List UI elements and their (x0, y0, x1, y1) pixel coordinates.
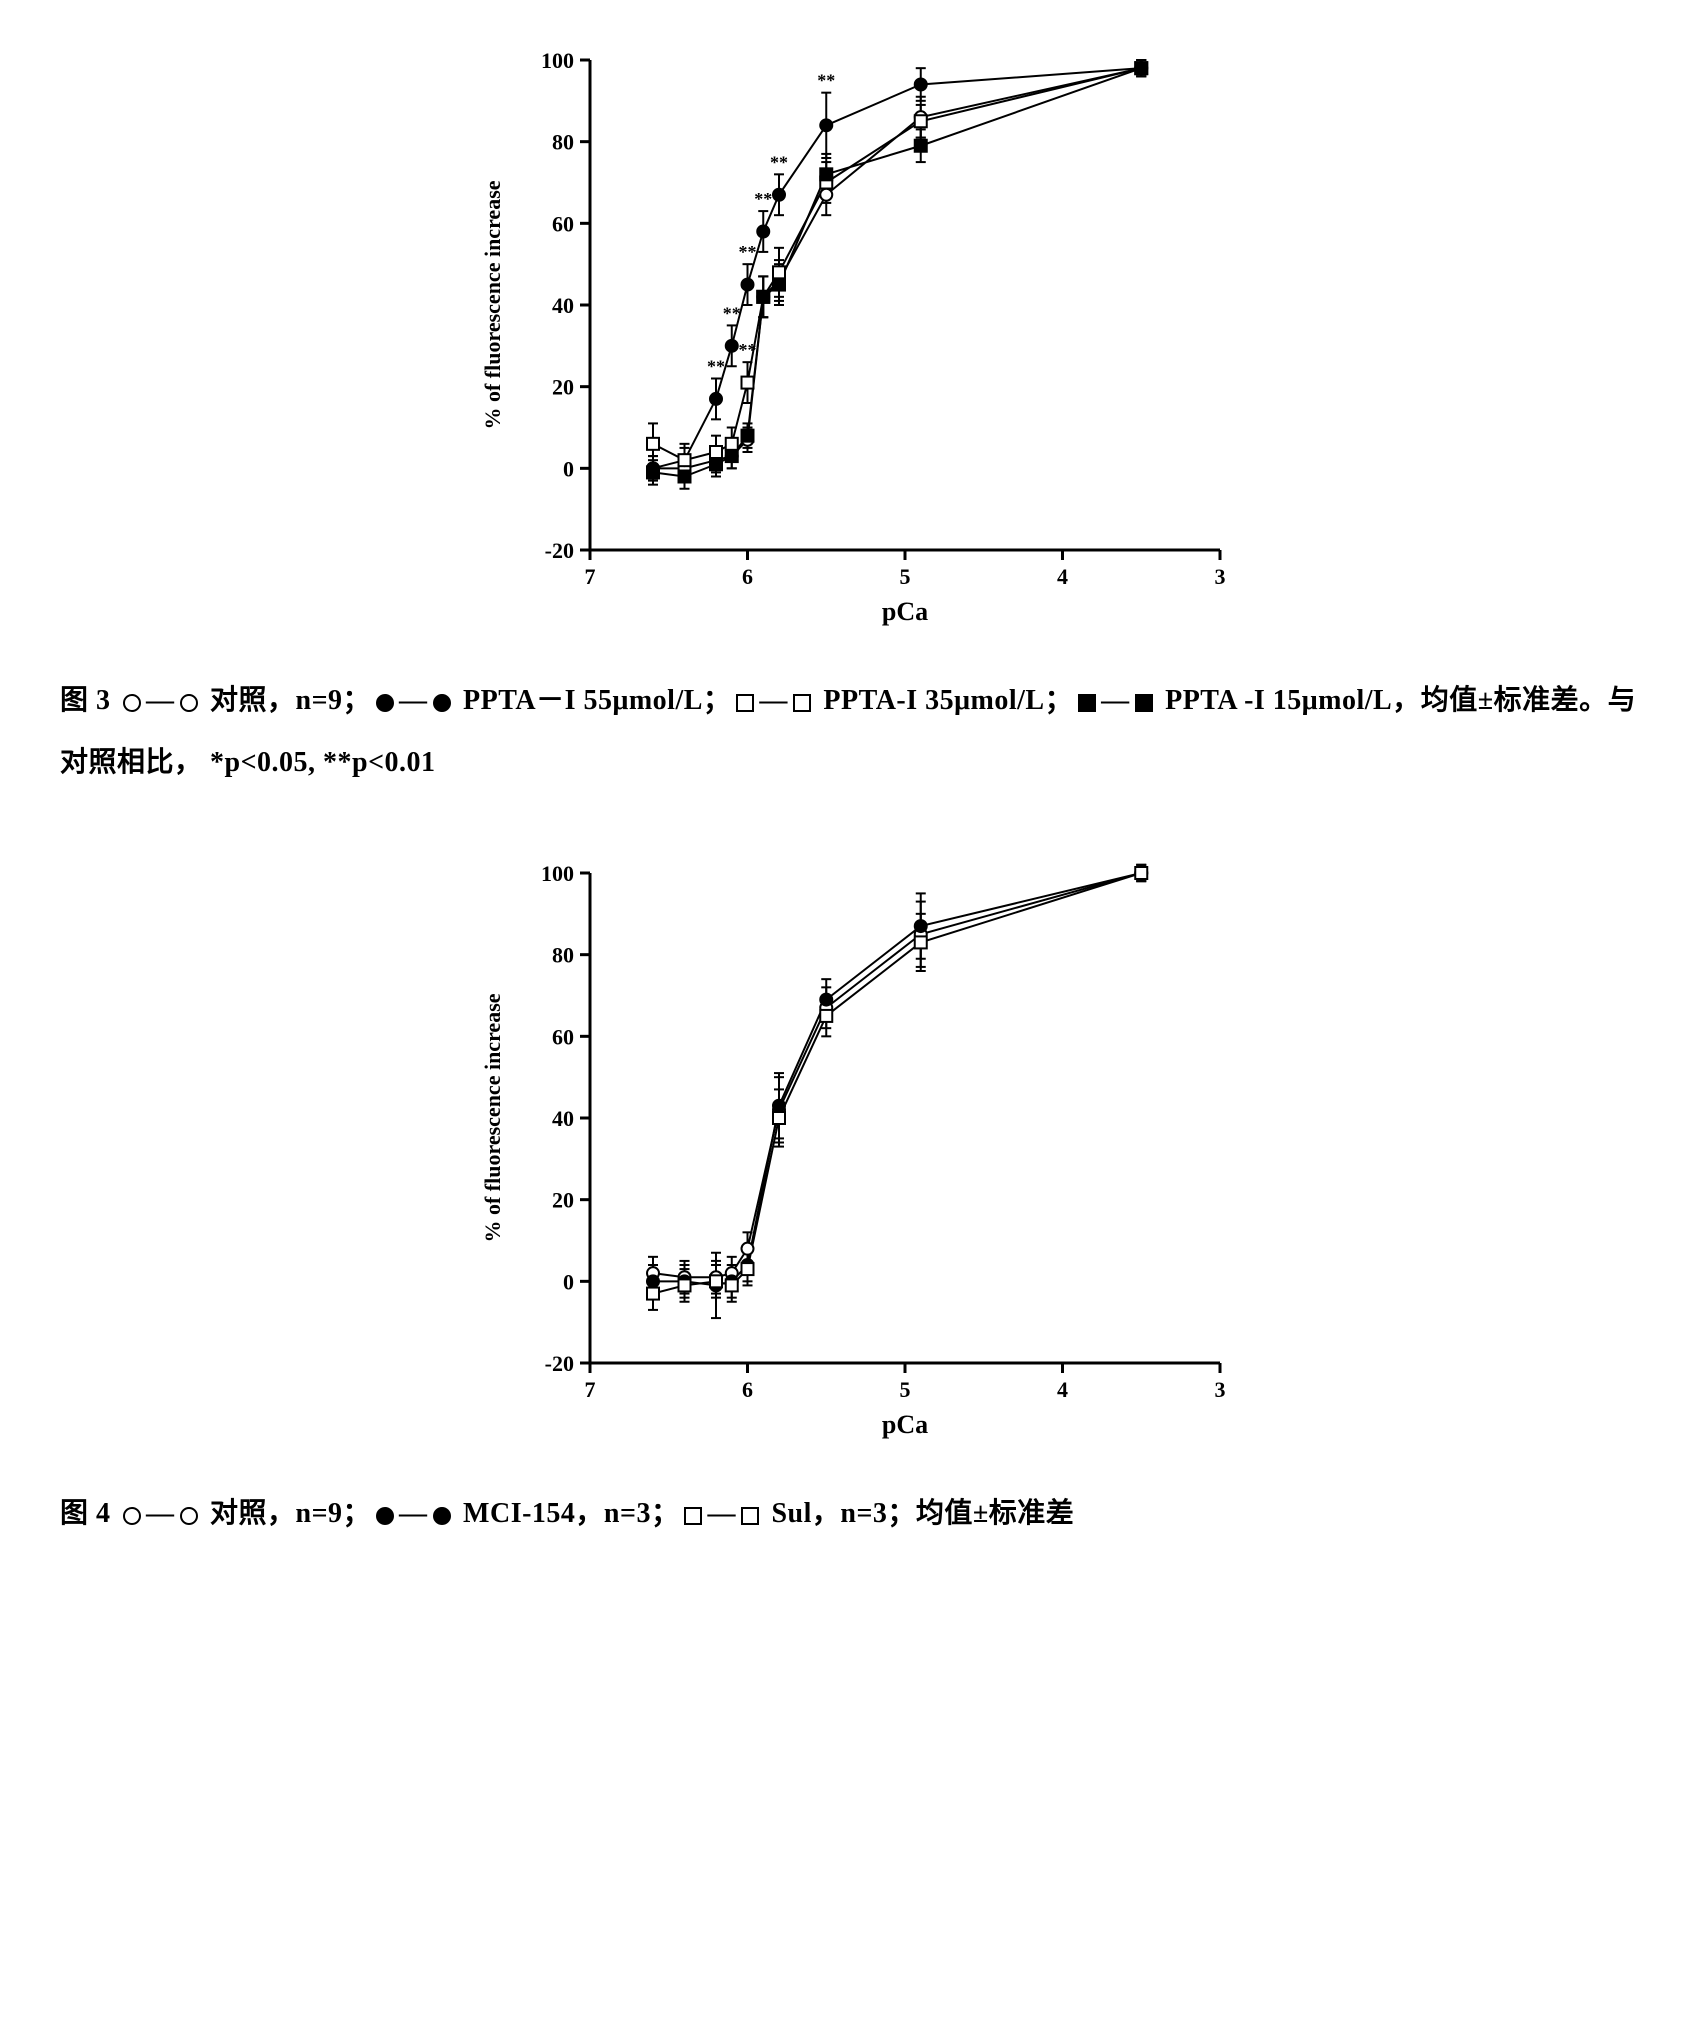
svg-text:40: 40 (552, 1106, 574, 1131)
legend-text: PPTA-I 35μmol/L； (816, 685, 1073, 716)
figure-4-block: -20 0 20 40 60 80 100 7 6 5 4 3 % of fluorescence in… (60, 853, 1639, 1545)
chart-1-svg: -20 0 20 40 60 80 100 7 6 5 4 3 % of fluorescence in… (460, 40, 1240, 640)
svg-text:3: 3 (1214, 564, 1225, 589)
chart-2-container: -20 0 20 40 60 80 100 7 6 5 4 3 % of fluorescence in… (460, 853, 1240, 1453)
svg-text:0: 0 (563, 456, 574, 481)
svg-text:7: 7 (584, 564, 595, 589)
svg-text:**: ** (738, 340, 756, 360)
svg-text:pCa: pCa (881, 1410, 927, 1439)
legend-text: 对照，n=9； (203, 685, 372, 716)
svg-text:pCa: pCa (881, 597, 927, 626)
svg-text:4: 4 (1057, 564, 1068, 589)
svg-text:3: 3 (1214, 1377, 1225, 1402)
figure-4-caption: 图 4 — 对照，n=9；— MCI-154，n=3；— Sul，n=3；均值±… (60, 1483, 1639, 1545)
svg-text:60: 60 (552, 211, 574, 236)
legend-text: 对照，n=9； (203, 1498, 372, 1529)
svg-text:60: 60 (552, 1025, 574, 1050)
svg-text:% of fluorescence increase: % of fluorescence increase (480, 993, 505, 1242)
svg-text:**: ** (707, 357, 725, 377)
svg-text:6: 6 (742, 564, 753, 589)
caption-prefix: 图 3 (60, 685, 118, 716)
caption-prefix: 图 4 (60, 1498, 118, 1529)
svg-text:20: 20 (552, 1188, 574, 1213)
svg-text:**: ** (817, 71, 835, 91)
legend-text: PPTA－I 55μmol/L； (456, 685, 732, 716)
caption-suffix: 均值±标准差 (916, 1498, 1074, 1529)
svg-text:5: 5 (899, 1377, 910, 1402)
legend-text: Sul，n=3； (764, 1498, 916, 1529)
svg-text:-20: -20 (544, 1351, 573, 1376)
chart-2-svg: -20 0 20 40 60 80 100 7 6 5 4 3 % of fluorescence in… (460, 853, 1240, 1453)
svg-text:5: 5 (899, 564, 910, 589)
chart-1-container: -20 0 20 40 60 80 100 7 6 5 4 3 % of fluorescence in… (460, 40, 1240, 640)
svg-text:100: 100 (541, 861, 574, 886)
svg-text:**: ** (738, 242, 756, 262)
svg-text:4: 4 (1057, 1377, 1068, 1402)
svg-text:% of fluorescence increase: % of fluorescence increase (480, 180, 505, 429)
svg-text:**: ** (770, 152, 788, 172)
legend-text: MCI-154，n=3； (456, 1498, 680, 1529)
svg-text:-20: -20 (544, 538, 573, 563)
figure-3-caption: 图 3 — 对照，n=9；— PPTA－I 55μmol/L；— PPTA-I … (60, 670, 1639, 793)
svg-text:80: 80 (552, 943, 574, 968)
figure-3-block: -20 0 20 40 60 80 100 7 6 5 4 3 % of fluorescence in… (60, 40, 1639, 793)
legend-text: PPTA -I 15μmol/L， (1158, 685, 1421, 716)
svg-text:80: 80 (552, 130, 574, 155)
svg-text:6: 6 (742, 1377, 753, 1402)
svg-text:7: 7 (584, 1377, 595, 1402)
svg-text:**: ** (754, 189, 772, 209)
svg-text:100: 100 (541, 48, 574, 73)
svg-text:40: 40 (552, 293, 574, 318)
svg-text:**: ** (722, 303, 740, 323)
svg-text:20: 20 (552, 375, 574, 400)
svg-text:0: 0 (563, 1270, 574, 1295)
